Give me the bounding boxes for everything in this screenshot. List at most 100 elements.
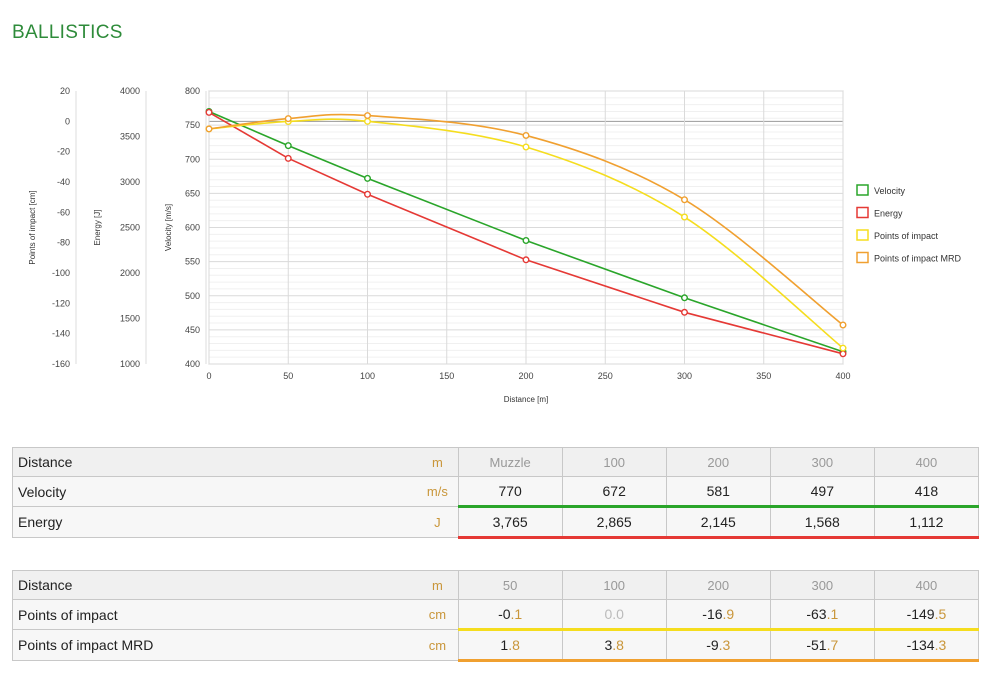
poi-mrd-cell: -134.3 <box>873 629 980 662</box>
points-of-impact-table: Distance m 50 100 200 300 400 Points of … <box>12 570 980 662</box>
y-tick-label: -20 <box>57 147 70 157</box>
y-tick-label: 400 <box>185 359 200 369</box>
table1-header-row: Distance m Muzzle 100 200 300 400 <box>12 447 980 477</box>
x-tick-label: 250 <box>598 371 613 381</box>
velocity-cell: 418 <box>873 476 980 508</box>
data-point <box>681 308 689 316</box>
y-tick-label: -100 <box>52 268 70 278</box>
table2-row-points-of-impact-mrd: Points of impact MRD cm 1.8 3.8 -9.3 -51… <box>12 629 980 662</box>
data-point <box>681 213 689 221</box>
poi-mrd-cell: 3.8 <box>561 629 667 662</box>
table2-header-cell: 100 <box>561 570 667 600</box>
legend-label: Points of impact <box>874 231 939 241</box>
y-tick-label: 600 <box>185 223 200 233</box>
energy-cell: 3,765 <box>457 506 563 539</box>
page-title: BALLISTICS <box>12 22 123 43</box>
y-tick-label: 650 <box>185 188 200 198</box>
legend-label: Energy <box>874 209 903 219</box>
table1-header-cell: 200 <box>665 447 771 477</box>
legend-swatch <box>856 184 869 196</box>
data-point <box>364 174 372 182</box>
table1-header-cell: 100 <box>561 447 667 477</box>
data-point <box>839 344 847 352</box>
y-tick-label: 3500 <box>120 132 140 142</box>
velocity-cell: 581 <box>665 476 771 508</box>
data-point <box>522 143 530 151</box>
y-tick-label: 3000 <box>120 177 140 187</box>
y-tick-label: -40 <box>57 177 70 187</box>
table2-header-label: Distance <box>12 570 418 600</box>
data-point <box>681 196 689 204</box>
data-point <box>364 117 372 125</box>
x-tick-label: 0 <box>206 371 211 381</box>
data-point <box>364 190 372 198</box>
legend-swatch <box>856 206 869 219</box>
data-point <box>284 154 292 162</box>
y-tick-label: 20 <box>60 86 70 96</box>
poi-mrd-label: Points of impact MRD <box>12 629 418 661</box>
data-point <box>522 131 530 139</box>
x-axis-label: Distance [m] <box>504 395 548 404</box>
table2-header-cell: 50 <box>457 570 563 600</box>
data-point <box>681 294 689 302</box>
y-axis-label: Energy [J] <box>93 209 102 245</box>
legend-label: Velocity <box>874 186 906 196</box>
data-point <box>205 108 213 116</box>
data-point <box>522 236 530 244</box>
x-tick-label: 100 <box>360 371 375 381</box>
x-tick-label: 400 <box>835 371 850 381</box>
energy-cell: 1,112 <box>873 506 980 539</box>
table2-header-cell: 400 <box>873 570 980 600</box>
y-tick-label: -80 <box>57 238 70 248</box>
x-tick-label: 300 <box>677 371 692 381</box>
table2-row-points-of-impact: Points of impact cm -0.1 0.0 -16.9 -63.1… <box>12 599 980 631</box>
table2-header-cell: 300 <box>769 570 875 600</box>
velocity-energy-table: Distance m Muzzle 100 200 300 400 Veloci… <box>12 447 980 539</box>
y-tick-label: 2000 <box>120 268 140 278</box>
y-tick-label: 450 <box>185 325 200 335</box>
poi-cell: -0.1 <box>457 599 563 631</box>
energy-cell: 2,145 <box>665 506 771 539</box>
poi-mrd-cell: 1.8 <box>457 629 563 662</box>
table2-header-row: Distance m 50 100 200 300 400 <box>12 570 980 600</box>
table1-header-label: Distance <box>12 447 418 477</box>
chart-series <box>205 107 847 358</box>
x-tick-label: 150 <box>439 371 454 381</box>
poi-label: Points of impact <box>12 599 418 630</box>
y-tick-label: -60 <box>57 207 70 217</box>
data-point <box>522 256 530 264</box>
velocity-cell: 672 <box>561 476 667 508</box>
y-tick-label: -120 <box>52 298 70 308</box>
chart-legend: Velocity Energy Points of impact Points of … <box>856 184 962 264</box>
poi-cell: -63.1 <box>769 599 875 631</box>
poi-mrd-cell: -51.7 <box>769 629 875 662</box>
data-point <box>284 142 292 150</box>
y-tick-label: 750 <box>185 120 200 130</box>
poi-mrd-cell: -9.3 <box>665 629 771 662</box>
table2-header-unit: m <box>417 570 459 600</box>
table1-header-cell: 400 <box>873 447 980 477</box>
table1-header-cell: Muzzle <box>457 447 563 477</box>
y-tick-label: 500 <box>185 291 200 301</box>
series-line-0 <box>208 110 844 353</box>
velocity-cell: 497 <box>769 476 875 508</box>
velocity-unit: m/s <box>417 476 459 507</box>
y-tick-label: 800 <box>185 86 200 96</box>
legend-label: Points of impact MRD <box>874 254 962 264</box>
velocity-cell: 770 <box>457 476 563 508</box>
y-tick-label: 1500 <box>120 314 140 324</box>
data-point <box>839 350 847 358</box>
data-point <box>284 115 292 123</box>
data-point <box>364 112 372 120</box>
energy-cell: 1,568 <box>769 506 875 539</box>
y-axis-label: Points of impact [cm] <box>28 190 37 264</box>
energy-cell: 2,865 <box>561 506 667 539</box>
x-tick-label: 200 <box>518 371 533 381</box>
chart-grid <box>208 90 844 365</box>
series-line-1 <box>208 111 844 355</box>
y-tick-label: 4000 <box>120 86 140 96</box>
data-point <box>205 125 213 133</box>
y-tick-label: -160 <box>52 359 70 369</box>
